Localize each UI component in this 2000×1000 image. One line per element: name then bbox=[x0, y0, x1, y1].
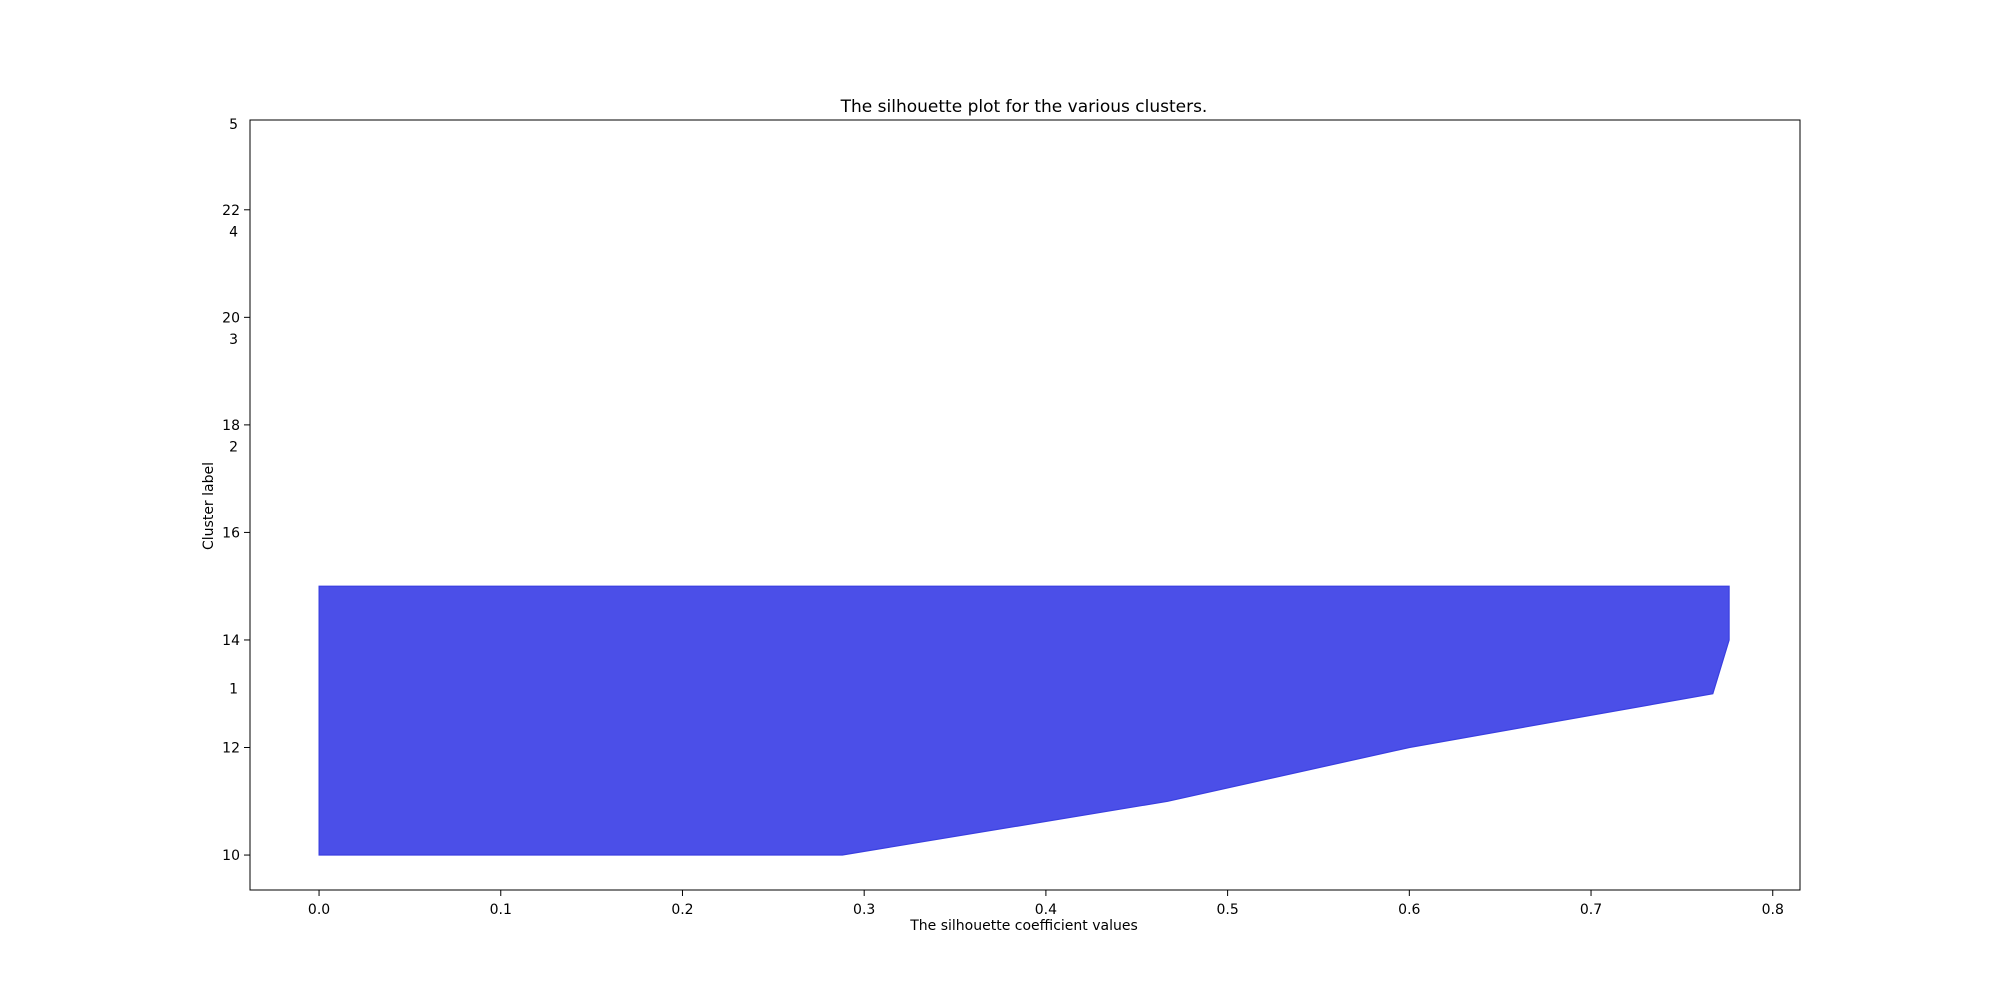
cluster-label: 1 bbox=[229, 681, 238, 697]
cluster-label: 2 bbox=[229, 439, 238, 455]
x-tick-label: 0.6 bbox=[1398, 902, 1420, 918]
cluster-label: 3 bbox=[229, 332, 238, 348]
y-tick-label: 20 bbox=[222, 310, 240, 326]
y-tick-label: 10 bbox=[222, 848, 240, 864]
x-tick-label: 0.4 bbox=[1035, 902, 1057, 918]
x-tick-label: 0.0 bbox=[308, 902, 330, 918]
y-tick-label: 12 bbox=[222, 741, 240, 757]
chart-title: The silhouette plot for the various clus… bbox=[840, 97, 1208, 117]
x-tick-label: 0.1 bbox=[490, 902, 512, 918]
y-tick-label: 14 bbox=[222, 633, 240, 649]
y-tick-label: 18 bbox=[222, 418, 240, 434]
cluster-label: 4 bbox=[229, 224, 238, 240]
x-tick-label: 0.8 bbox=[1762, 902, 1784, 918]
x-axis-label: The silhouette coefficient values bbox=[909, 918, 1138, 934]
x-tick-label: 0.2 bbox=[671, 902, 693, 918]
y-axis-label: Cluster label bbox=[201, 462, 217, 550]
silhouette-area-0 bbox=[318, 585, 1730, 856]
x-tick-label: 0.5 bbox=[1216, 902, 1238, 918]
cluster-label: 5 bbox=[229, 117, 238, 133]
y-tick-label: 22 bbox=[222, 203, 240, 219]
silhouette-fill-layer bbox=[318, 585, 1730, 856]
plot-area bbox=[249, 119, 1801, 891]
x-tick-label: 0.3 bbox=[853, 902, 875, 918]
x-axis: 0.0 0.1 0.2 0.3 0.4 0.5 0.6 0.7 0.8 bbox=[308, 890, 1784, 918]
y-tick-label: 16 bbox=[222, 525, 240, 541]
x-tick-label: 0.7 bbox=[1580, 902, 1602, 918]
cluster-labels: 1 2 3 4 5 bbox=[229, 117, 238, 698]
